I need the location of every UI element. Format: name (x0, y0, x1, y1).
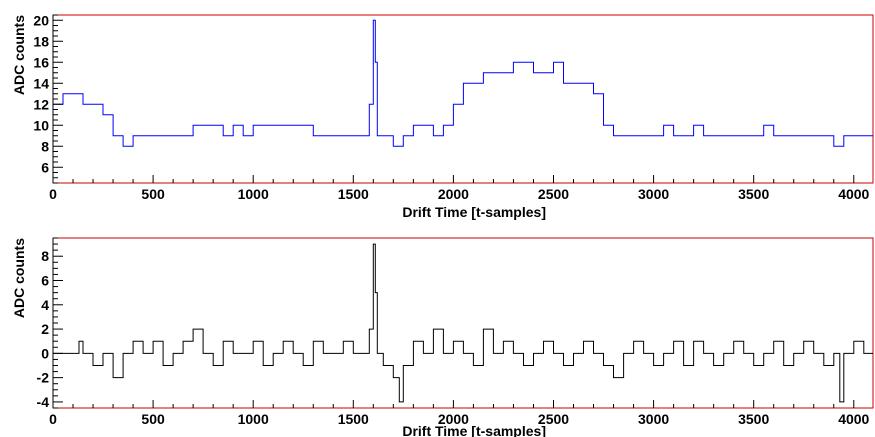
series-line (53, 19, 873, 147)
bottom-chart: 0 500 1000 1500 2000 2500 3000 3500 4000 -4 -2 0 2 4 6… (11, 237, 874, 437)
y-tick-label: 14 (33, 75, 49, 91)
x-tick-label: 2500 (538, 411, 569, 427)
x-tick-label: 2000 (438, 411, 469, 427)
y-tick-label: 2 (41, 321, 49, 337)
x-tick-label: 1000 (238, 411, 269, 427)
y-axis-title: ADC counts (11, 15, 27, 95)
x-tick-label: 4000 (838, 411, 869, 427)
x-tick-label: 0 (49, 186, 57, 202)
x-tick-label: 3500 (738, 186, 769, 202)
y-axis-title: ADC counts (11, 238, 27, 318)
series-line (53, 243, 873, 403)
y-tick-label: 12 (33, 96, 49, 112)
x-tick-label: 3000 (638, 186, 669, 202)
y-tick-label: 0 (41, 345, 49, 361)
y-tick-label: -4 (37, 394, 50, 410)
y-tick-label: 6 (41, 273, 49, 289)
y-tick-label: 6 (41, 159, 49, 175)
x-tick-label: 4000 (838, 186, 869, 202)
y-tick-label: 4 (41, 297, 49, 313)
y-tick-label: 10 (33, 117, 49, 133)
x-tick-label: 500 (141, 186, 165, 202)
x-tick-label: 3000 (638, 411, 669, 427)
y-tick-label: 16 (33, 54, 49, 70)
y-tick-label: 8 (41, 138, 49, 154)
x-tick-label: 2000 (438, 186, 469, 202)
x-tick-label: 2500 (538, 186, 569, 202)
x-axis-title: Drift Time [t-samples] (402, 204, 546, 220)
top-chart: 0 500 1000 1500 2000 2500 3000 3500 4000 6 8 10 12 14… (11, 12, 874, 220)
y-tick-label: 18 (33, 33, 49, 49)
y-tick-label: 20 (33, 12, 49, 28)
x-tick-label: 1500 (338, 411, 369, 427)
x-tick-label: 1000 (238, 186, 269, 202)
plot-frame (52, 237, 874, 409)
x-axis-title: Drift Time [t-samples] (402, 423, 546, 437)
x-tick-label: 500 (141, 411, 165, 427)
x-tick-label: 1500 (338, 186, 369, 202)
x-tick-label: 0 (49, 411, 57, 427)
x-tick-label: 3500 (738, 411, 769, 427)
y-tick-label: -2 (37, 370, 50, 386)
y-tick-label: 8 (41, 248, 49, 264)
